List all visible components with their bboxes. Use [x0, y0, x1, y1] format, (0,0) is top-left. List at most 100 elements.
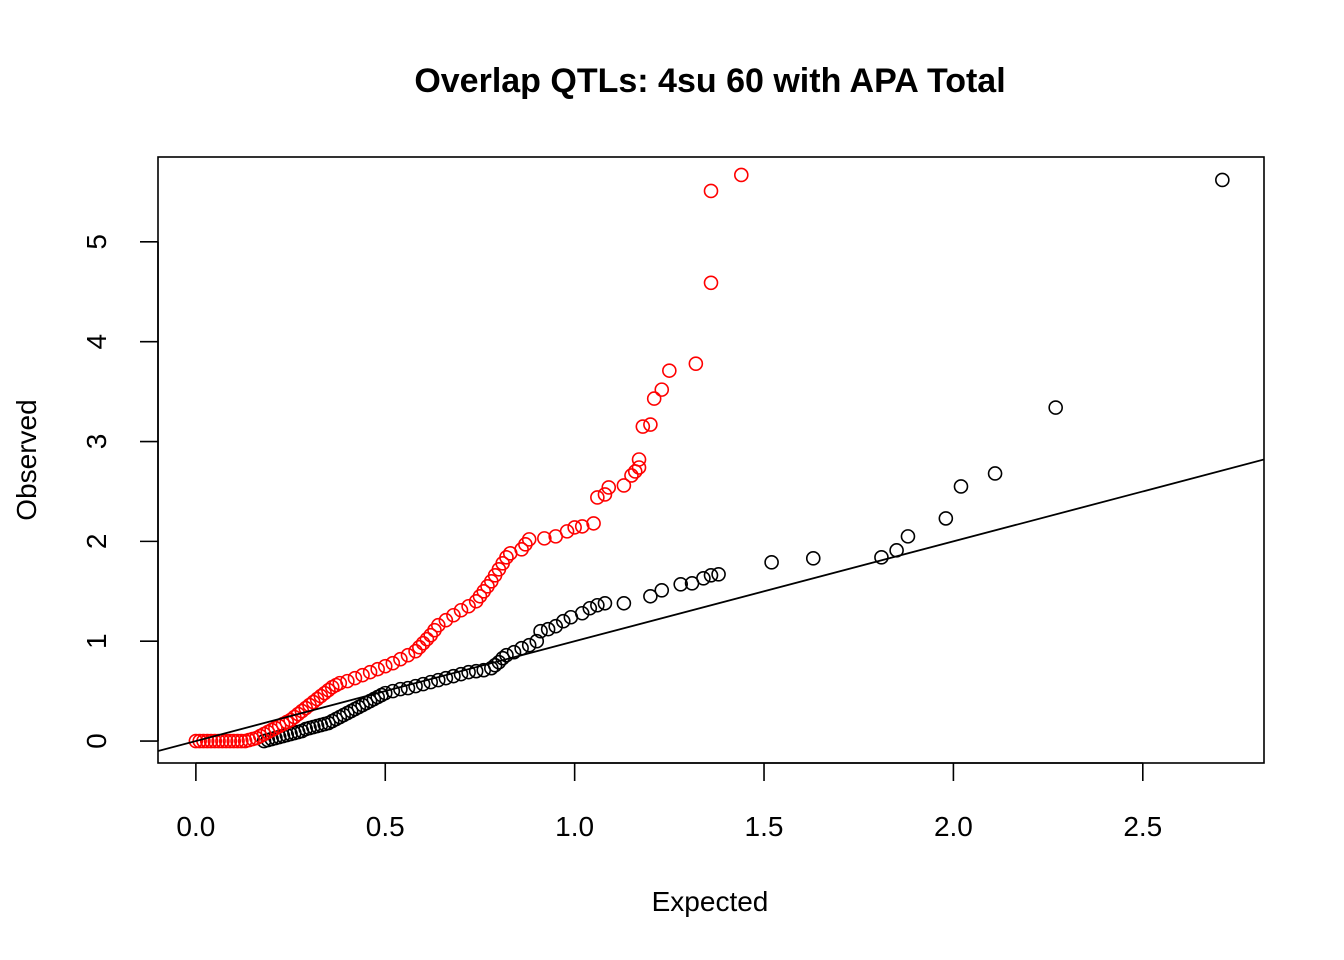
data-point	[427, 622, 442, 638]
data-point	[711, 567, 726, 582]
data-point	[874, 550, 889, 565]
data-point	[415, 676, 431, 692]
data-point	[586, 516, 601, 531]
data-point	[734, 167, 749, 183]
plot-area	[158, 167, 1264, 752]
data-point	[393, 651, 408, 667]
data-point	[430, 672, 446, 688]
data-point	[203, 733, 219, 749]
data-point	[540, 621, 556, 637]
data-point	[419, 631, 435, 647]
data-point	[548, 618, 564, 634]
data-point	[226, 733, 242, 749]
data-point	[461, 664, 476, 680]
data-point	[218, 733, 234, 749]
data-point	[230, 733, 245, 749]
data-point	[499, 647, 514, 663]
y-tick-label: 5	[81, 234, 112, 250]
data-point	[643, 588, 658, 604]
data-point	[764, 555, 779, 570]
data-point	[472, 588, 488, 604]
data-point	[521, 532, 537, 547]
data-point	[480, 578, 495, 594]
data-point	[438, 612, 454, 628]
data-point	[643, 417, 658, 432]
data-point	[468, 593, 484, 609]
data-point	[415, 635, 431, 651]
data-point	[646, 391, 662, 406]
plot-frame	[157, 156, 1265, 764]
data-point	[199, 733, 215, 749]
data-point	[514, 640, 529, 656]
data-point	[533, 623, 548, 639]
data-point	[499, 550, 514, 565]
data-point	[662, 363, 677, 378]
data-point	[400, 680, 416, 696]
data-point	[438, 670, 454, 686]
data-point	[468, 663, 484, 679]
y-tick-label: 3	[81, 434, 112, 450]
data-point	[412, 639, 427, 655]
data-point	[355, 667, 370, 683]
data-point	[555, 613, 571, 629]
x-tick-label: 1.5	[745, 811, 784, 842]
x-tick-label: 0.5	[366, 811, 405, 842]
data-point	[654, 582, 670, 598]
data-point	[703, 275, 719, 291]
data-point	[207, 733, 223, 749]
data-point	[703, 568, 719, 583]
data-point	[688, 356, 704, 371]
data-point	[567, 520, 582, 535]
series-red-points	[188, 167, 749, 749]
data-point	[590, 597, 605, 613]
data-point	[601, 480, 617, 495]
data-point	[377, 658, 393, 674]
data-point	[506, 644, 522, 660]
data-point	[362, 664, 378, 680]
x-tick-label: 2.5	[1123, 811, 1162, 842]
data-point	[423, 674, 439, 690]
data-point	[340, 673, 355, 689]
x-axis-label: Expected	[652, 886, 769, 917]
data-point	[408, 678, 423, 694]
data-point	[590, 490, 605, 505]
data-point	[537, 531, 552, 546]
data-point	[476, 583, 492, 599]
y-axis-label: Observed	[11, 399, 42, 520]
data-point	[624, 468, 639, 483]
data-point	[385, 655, 401, 671]
data-point	[597, 595, 613, 611]
data-point	[631, 460, 647, 475]
y-tick-label: 1	[81, 633, 112, 649]
data-point	[347, 670, 363, 686]
x-tick-label: 2.0	[934, 811, 973, 842]
data-point	[370, 661, 385, 677]
data-point	[900, 529, 916, 544]
data-point	[518, 537, 533, 552]
x-tick-label: 1.0	[555, 811, 594, 842]
data-point	[1048, 400, 1063, 415]
data-point	[400, 647, 416, 663]
data-point	[430, 617, 446, 633]
data-point	[631, 452, 647, 467]
y-axis: 0 1 2 3 4 5	[81, 234, 159, 749]
data-point	[616, 595, 632, 611]
data-point	[987, 466, 1003, 481]
data-point	[574, 605, 590, 621]
data-point	[321, 682, 336, 698]
data-point	[673, 576, 688, 592]
data-point	[1215, 172, 1230, 188]
x-tick-label: 0.0	[176, 811, 215, 842]
data-point	[529, 633, 545, 649]
data-point	[408, 643, 423, 659]
data-point	[635, 419, 651, 434]
data-point	[446, 668, 461, 684]
data-point	[514, 542, 529, 557]
data-point	[222, 733, 238, 749]
data-point	[953, 479, 969, 494]
data-point	[559, 524, 575, 539]
data-point	[453, 602, 469, 618]
y-tick-label: 0	[81, 733, 112, 749]
data-point	[423, 627, 439, 643]
